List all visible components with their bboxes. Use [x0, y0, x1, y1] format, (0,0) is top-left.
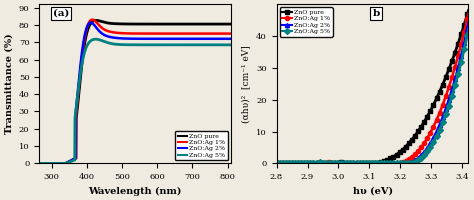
X-axis label: Wavelength (nm): Wavelength (nm): [89, 187, 182, 196]
Y-axis label: Transmittance (%): Transmittance (%): [4, 33, 13, 134]
X-axis label: hυ (eV): hυ (eV): [353, 187, 392, 196]
Text: b: b: [373, 9, 380, 18]
Legend: ZnO pure, ZnO:Ag 1%, ZnO:Ag 2%, ZnO:Ag 5%: ZnO pure, ZnO:Ag 1%, ZnO:Ag 2%, ZnO:Ag 5…: [175, 131, 228, 160]
Y-axis label: (αhυ)²  [cm⁻¹ eV]: (αhυ)² [cm⁻¹ eV]: [242, 45, 251, 123]
Legend: ZnO pure, ZnO:Ag 1%, ZnO:Ag 2%, ZnO:Ag 5%: ZnO pure, ZnO:Ag 1%, ZnO:Ag 2%, ZnO:Ag 5…: [280, 7, 333, 37]
Text: (a): (a): [53, 9, 69, 18]
